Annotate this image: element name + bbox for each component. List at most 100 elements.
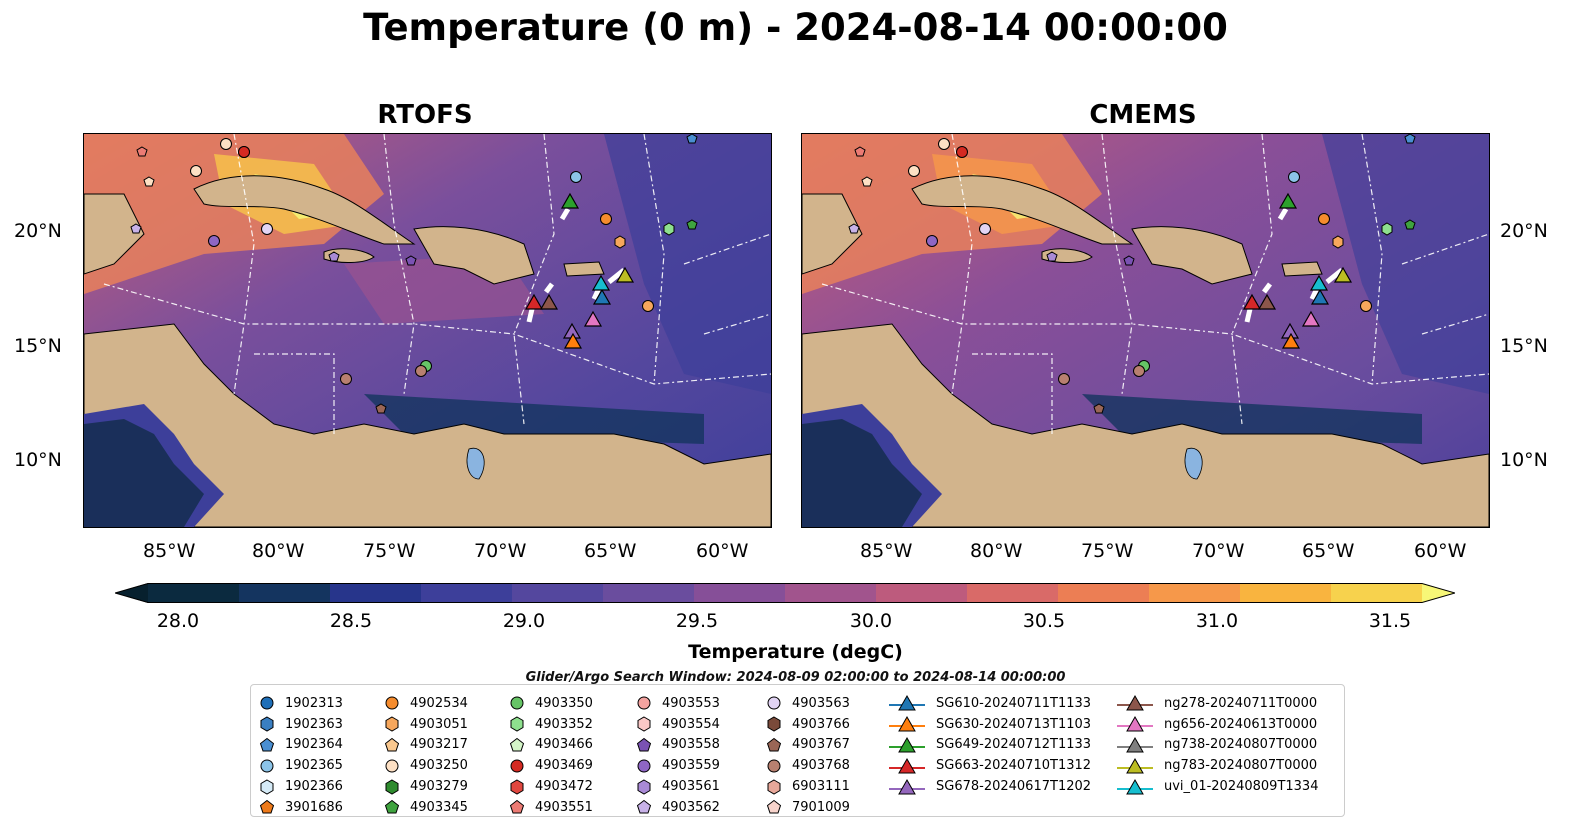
cmems-map-svg	[802, 134, 1489, 527]
legend-hexagon-marker	[385, 716, 399, 732]
legend-item-label: ng783-20240807T0000	[1164, 758, 1318, 774]
cool-water-region	[604, 134, 771, 394]
lon-label-right-70: 70°W	[1192, 540, 1245, 562]
legend-item: 6903111	[766, 776, 850, 797]
lat-label-left-10: 10°N	[14, 449, 62, 471]
legend-item: SG649-20240712T1133	[888, 735, 1091, 756]
legend-item-label: ng278-20240711T0000	[1164, 695, 1318, 711]
legend-item: 4903472	[509, 776, 593, 797]
legend-item: 4903551	[509, 797, 593, 818]
legend-pentagon-marker	[509, 737, 525, 752]
colorbar-tick-29.0: 29.0	[502, 610, 546, 632]
legend-item-label: 4902534	[410, 695, 468, 711]
legend-circle-marker	[385, 759, 399, 773]
argo-floats	[130, 134, 698, 414]
legend-item: 4903768	[766, 755, 850, 776]
legend-column: SG610-20240711T1133 SG630-20240713T1103 SG…	[888, 693, 1091, 797]
legend: 1902313 1902363 1902364 1902365 1902366 39016…	[250, 684, 1345, 817]
legend-item-label: 7901009	[792, 799, 850, 815]
legend-pentagon-marker	[636, 800, 652, 814]
legend-item-label: 4903558	[662, 737, 720, 753]
legend-item: 4903217	[384, 735, 468, 756]
map-panel-rtofs	[83, 133, 772, 528]
land-hispaniola	[413, 226, 535, 285]
lon-label-left-80: 80°W	[252, 540, 305, 562]
lon-label-right-80: 80°W	[970, 540, 1023, 562]
legend-hexagon-marker	[767, 716, 781, 732]
legend-item: SG663-20240710T1312	[888, 755, 1091, 776]
legend-item: 4903279	[384, 776, 468, 797]
lon-label-left-75: 75°W	[363, 540, 416, 562]
colorbar-outline	[115, 583, 1455, 603]
land-northwest	[84, 193, 145, 275]
colorbar-segment	[148, 583, 240, 603]
legend-item: 4903350	[509, 693, 593, 714]
lat-label-right-15: 15°N	[1500, 335, 1548, 357]
legend-triangle-marker	[889, 778, 925, 795]
legend-item: 4903559	[636, 755, 720, 776]
lake-maracaibo	[466, 447, 485, 480]
lat-label-left-15: 15°N	[14, 335, 62, 357]
legend-column: 4902534 4903051 4903217 4903250 4903279 49033…	[384, 693, 468, 818]
colorbar-segment	[1058, 583, 1150, 603]
legend-item-label: 4903561	[662, 779, 720, 795]
legend-item: 4903553	[636, 693, 720, 714]
legend-column: 1902313 1902363 1902364 1902365 1902366 39016…	[259, 693, 343, 818]
legend-item-label: 4903767	[792, 737, 850, 753]
colorbar-tick-31.5: 31.5	[1368, 610, 1412, 632]
figure-title: Temperature (0 m) - 2024-08-14 00:00:00	[363, 6, 1228, 49]
land-cuba	[193, 175, 416, 245]
cool-water-region	[1322, 134, 1489, 394]
colorbar-segment	[603, 583, 695, 603]
legend-item-label: 4903466	[535, 737, 593, 753]
legend-hexagon-marker	[637, 778, 651, 795]
lon-label-right-85: 85°W	[860, 540, 913, 562]
legend-item-label: 1902363	[285, 716, 343, 732]
legend-item: uvi_01-20240809T1334	[1116, 776, 1318, 797]
legend-column: ng278-20240711T0000 ng656-20240613T0000 ng…	[1116, 693, 1318, 797]
legend-circle-marker	[260, 759, 274, 773]
pacific-cold-water	[802, 419, 922, 527]
colorbar-tick-29.5: 29.5	[675, 610, 719, 632]
colorbar-segment	[421, 583, 513, 603]
legend-hexagon-marker	[260, 716, 274, 732]
legend-circle-marker	[510, 759, 524, 773]
legend-item-label: 4903559	[662, 758, 720, 774]
legend-pentagon-marker	[384, 800, 400, 814]
colorbar-segment	[512, 583, 604, 603]
legend-triangle-marker	[1117, 716, 1153, 732]
legend-triangle-marker	[889, 757, 925, 774]
legend-item: 1902363	[259, 714, 343, 735]
legend-hexagon-marker	[260, 778, 274, 795]
legend-item-label: SG649-20240712T1133	[936, 737, 1092, 753]
colorbar-segment	[876, 583, 968, 603]
legend-item-label: 3901686	[285, 799, 343, 815]
argo-floats	[848, 134, 1416, 414]
legend-item-label: 4903352	[535, 716, 593, 732]
legend-column: 4903553 4903554 4903558 4903559 4903561 49035…	[636, 693, 720, 818]
land-cuba	[911, 175, 1134, 245]
legend-item: 4903563	[766, 693, 850, 714]
land-northwest	[802, 193, 863, 275]
legend-pentagon-marker	[509, 800, 525, 814]
lon-label-right-75: 75°W	[1081, 540, 1134, 562]
colorbar-segment	[239, 583, 331, 603]
legend-circle-marker	[385, 696, 399, 710]
legend-pentagon-marker	[636, 737, 652, 752]
legend-item-label: 4903051	[410, 716, 468, 732]
legend-item-label: 4903553	[662, 695, 720, 711]
colorbar-tick-31.0: 31.0	[1195, 610, 1239, 632]
legend-item: ng656-20240613T0000	[1116, 714, 1318, 735]
lon-label-right-60: 60°W	[1414, 540, 1467, 562]
legend-item-label: 4903554	[662, 716, 720, 732]
legend-hexagon-marker	[510, 778, 524, 795]
legend-item: SG610-20240711T1133	[888, 693, 1091, 714]
panel-title-rtofs: RTOFS	[377, 100, 473, 130]
colorbar-tick-30.0: 30.0	[849, 610, 893, 632]
legend-pentagon-marker	[384, 737, 400, 752]
legend-column: 4903563 4903766 4903767 4903768 6903111 79010…	[766, 693, 850, 818]
legend-triangle-marker	[1117, 757, 1153, 774]
lon-label-right-65: 65°W	[1302, 540, 1355, 562]
colorbar-title: Temperature (degC)	[688, 641, 903, 663]
legend-item-label: 4903768	[792, 758, 850, 774]
